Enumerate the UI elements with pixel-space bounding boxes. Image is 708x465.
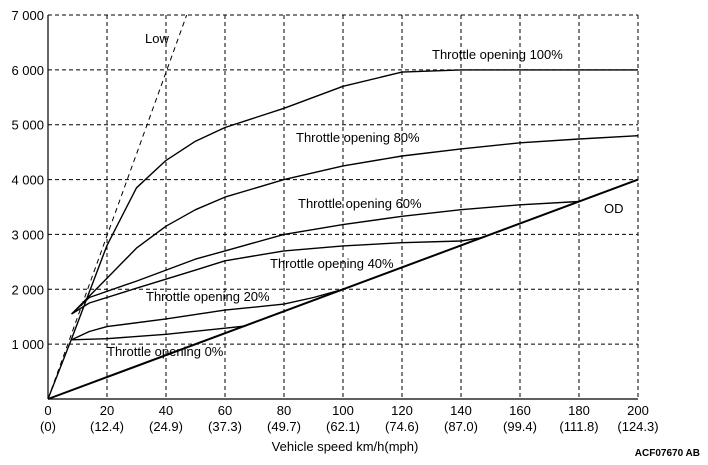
x-tick-sublabel-120: (74.6) bbox=[385, 419, 419, 434]
x-tick-sublabel-0: (0) bbox=[40, 419, 56, 434]
x-tick-sublabel-40: (24.9) bbox=[149, 419, 183, 434]
axes bbox=[47, 15, 638, 400]
x-tick-label-100: 100 bbox=[332, 403, 354, 418]
x-tick-label-120: 120 bbox=[391, 403, 413, 418]
series-line-throttle-opening-60 bbox=[71, 200, 580, 315]
x-tick-sublabel-160: (99.4) bbox=[503, 419, 537, 434]
x-tick-sublabel-140: (87.0) bbox=[444, 419, 478, 434]
x-tick-label-0: 0 bbox=[44, 403, 51, 418]
series-label-throttle-40: Throttle opening 40% bbox=[270, 256, 394, 271]
series-line-throttle-opening-100 bbox=[47, 69, 638, 400]
series-label-od: OD bbox=[604, 201, 624, 216]
x-tick-label-20: 20 bbox=[100, 403, 114, 418]
series-label-low: Low bbox=[145, 31, 169, 46]
x-axis-title: Vehicle speed km/h(mph) bbox=[272, 439, 419, 454]
figure-code: ACF07670 AB bbox=[635, 448, 700, 459]
x-tick-sublabel-100: (62.1) bbox=[326, 419, 360, 434]
x-tick-label-60: 60 bbox=[218, 403, 232, 418]
x-tick-sublabel-20: (12.4) bbox=[90, 419, 124, 434]
x-tick-sublabel-60: (37.3) bbox=[208, 419, 242, 434]
y-tick-label-2000: 2 000 bbox=[11, 282, 44, 297]
series-label-throttle-0: Throttle opening 0% bbox=[107, 344, 224, 359]
y-tick-label-6000: 6 000 bbox=[11, 63, 44, 78]
y-tick-label-4000: 4 000 bbox=[11, 173, 44, 188]
series-label-throttle-20: Throttle opening 20% bbox=[146, 289, 270, 304]
x-tick-label-160: 160 bbox=[509, 403, 531, 418]
series-line-throttle-opening-80 bbox=[71, 135, 639, 315]
y-tick-label-1000: 1 000 bbox=[11, 337, 44, 352]
series-line-od-dashed bbox=[47, 325, 246, 400]
x-tick-label-200: 200 bbox=[627, 403, 649, 418]
tick-labels: 0(0)20(12.4)40(24.9)60(37.3)80(49.7)100(… bbox=[11, 8, 658, 434]
y-tick-label-7000: 7 000 bbox=[11, 8, 44, 23]
x-tick-sublabel-200: (124.3) bbox=[617, 419, 658, 434]
x-tick-label-80: 80 bbox=[277, 403, 291, 418]
x-tick-label-140: 140 bbox=[450, 403, 472, 418]
x-tick-sublabel-180: (111.8) bbox=[559, 419, 598, 434]
series-label-throttle-60: Throttle opening 60% bbox=[298, 196, 422, 211]
series-labels: Low OD Throttle opening 100% Throttle op… bbox=[107, 31, 624, 359]
y-tick-label-3000: 3 000 bbox=[11, 227, 44, 242]
x-tick-sublabel-80: (49.7) bbox=[267, 419, 301, 434]
series-lines bbox=[47, 14, 639, 400]
series-label-throttle-100: Throttle opening 100% bbox=[432, 47, 563, 62]
series-label-throttle-80: Throttle opening 80% bbox=[296, 130, 420, 145]
series-line-throttle-opening-40 bbox=[71, 237, 482, 315]
series-line-throttle-opening-0 bbox=[71, 325, 246, 341]
x-tick-label-180: 180 bbox=[568, 403, 590, 418]
series-line-throttle-opening-20 bbox=[71, 288, 344, 341]
y-tick-label-5000: 5 000 bbox=[11, 118, 44, 133]
x-tick-label-40: 40 bbox=[159, 403, 173, 418]
